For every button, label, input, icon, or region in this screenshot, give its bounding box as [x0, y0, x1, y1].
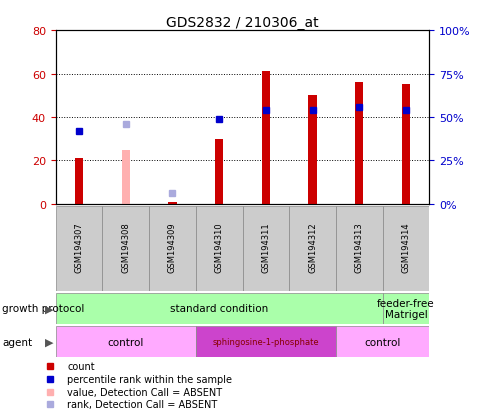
- Text: GSM194312: GSM194312: [307, 222, 317, 273]
- Text: GSM194314: GSM194314: [401, 222, 409, 273]
- Bar: [149, 206, 196, 291]
- Bar: [335, 326, 428, 357]
- Text: standard condition: standard condition: [170, 304, 268, 314]
- Text: GSM194308: GSM194308: [121, 222, 130, 273]
- Bar: [56, 326, 196, 357]
- Bar: [196, 326, 335, 357]
- Text: sphingosine-1-phosphate: sphingosine-1-phosphate: [212, 337, 318, 346]
- Text: GSM194311: GSM194311: [261, 222, 270, 273]
- Text: GSM194307: GSM194307: [75, 222, 83, 273]
- Bar: [214, 140, 223, 204]
- Text: ▶: ▶: [45, 337, 53, 347]
- Text: growth protocol: growth protocol: [2, 304, 85, 314]
- Bar: [121, 150, 130, 204]
- Text: feeder-free
Matrigel: feeder-free Matrigel: [376, 298, 434, 320]
- Text: control: control: [107, 337, 144, 347]
- Text: GSM194309: GSM194309: [167, 222, 177, 273]
- Bar: [168, 202, 176, 204]
- Bar: [308, 96, 316, 204]
- Bar: [102, 206, 149, 291]
- Bar: [56, 293, 382, 324]
- Bar: [75, 159, 83, 204]
- Text: value, Detection Call = ABSENT: value, Detection Call = ABSENT: [67, 387, 222, 396]
- Bar: [261, 72, 270, 204]
- Text: GSM194310: GSM194310: [214, 222, 223, 273]
- Text: GSM194313: GSM194313: [354, 222, 363, 273]
- Text: agent: agent: [2, 337, 32, 347]
- Bar: [354, 83, 363, 204]
- Bar: [382, 206, 428, 291]
- Bar: [288, 206, 335, 291]
- Title: GDS2832 / 210306_at: GDS2832 / 210306_at: [166, 16, 318, 30]
- Bar: [335, 206, 382, 291]
- Text: percentile rank within the sample: percentile rank within the sample: [67, 374, 232, 384]
- Bar: [401, 85, 409, 204]
- Bar: [56, 206, 102, 291]
- Text: count: count: [67, 361, 94, 371]
- Text: rank, Detection Call = ABSENT: rank, Detection Call = ABSENT: [67, 399, 217, 409]
- Text: control: control: [363, 337, 400, 347]
- Bar: [196, 206, 242, 291]
- Text: ▶: ▶: [45, 304, 53, 314]
- Bar: [382, 293, 428, 324]
- Bar: [242, 206, 288, 291]
